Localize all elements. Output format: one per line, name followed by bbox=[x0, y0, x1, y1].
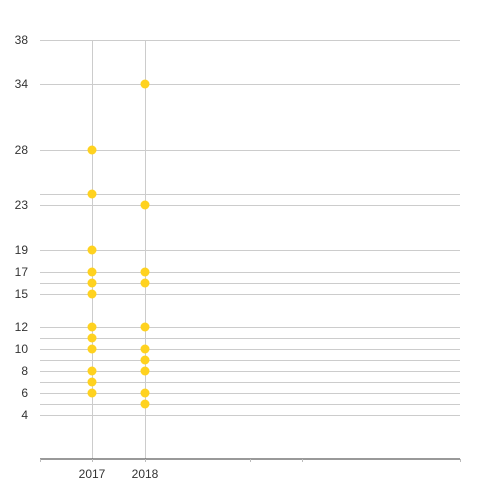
y-tick-label-34: 34 bbox=[15, 77, 29, 91]
horizontal-gridlines bbox=[40, 40, 460, 416]
data-point-2018-8 bbox=[140, 366, 150, 376]
data-point-2018-17 bbox=[140, 267, 150, 277]
data-point-2018-6 bbox=[140, 388, 150, 398]
x-tick-label-2017: 2017 bbox=[79, 467, 106, 481]
x-axis-minor-ticks bbox=[40, 459, 461, 462]
y-tick-label-12: 12 bbox=[15, 320, 29, 334]
y-tick-label-28: 28 bbox=[15, 143, 29, 157]
data-point-2018-10 bbox=[140, 344, 150, 354]
data-point-2017-19 bbox=[87, 245, 97, 255]
data-point-2017-28 bbox=[87, 145, 97, 155]
data-point-2017-17 bbox=[87, 267, 97, 277]
y-tick-label-15: 15 bbox=[15, 287, 29, 301]
data-point-2018-16 bbox=[140, 278, 150, 288]
data-point-2018-5 bbox=[140, 399, 150, 409]
y-tick-label-8: 8 bbox=[21, 364, 28, 378]
data-point-2017-12 bbox=[87, 322, 97, 332]
y-tick-label-17: 17 bbox=[15, 265, 29, 279]
data-point-2018-34 bbox=[140, 79, 150, 89]
y-tick-label-10: 10 bbox=[15, 342, 29, 356]
y-tick-label-4: 4 bbox=[21, 408, 28, 422]
data-point-2017-16 bbox=[87, 278, 97, 288]
data-point-2017-8 bbox=[87, 366, 97, 376]
y-tick-label-19: 19 bbox=[15, 243, 29, 257]
x-axis-tick-labels: 2017 2018 bbox=[79, 467, 159, 481]
data-points bbox=[87, 79, 150, 409]
data-point-2017-10 bbox=[87, 344, 97, 354]
data-point-2017-6 bbox=[87, 388, 97, 398]
y-tick-label-38: 38 bbox=[15, 33, 29, 47]
data-point-2017-15 bbox=[87, 289, 97, 299]
data-point-2017-7 bbox=[87, 377, 97, 387]
data-point-2018-9 bbox=[140, 355, 150, 365]
data-point-2018-23 bbox=[140, 200, 150, 210]
y-tick-label-23: 23 bbox=[15, 198, 29, 212]
data-point-2017-11 bbox=[87, 333, 97, 343]
x-tick-label-2018: 2018 bbox=[132, 467, 159, 481]
y-tick-label-6: 6 bbox=[21, 386, 28, 400]
data-point-2018-12 bbox=[140, 322, 150, 332]
data-point-2017-24 bbox=[87, 189, 97, 199]
y-axis-tick-labels: 4 6 8 10 12 15 17 19 23 28 34 38 bbox=[15, 33, 29, 422]
vertical-gridlines bbox=[92, 40, 146, 459]
